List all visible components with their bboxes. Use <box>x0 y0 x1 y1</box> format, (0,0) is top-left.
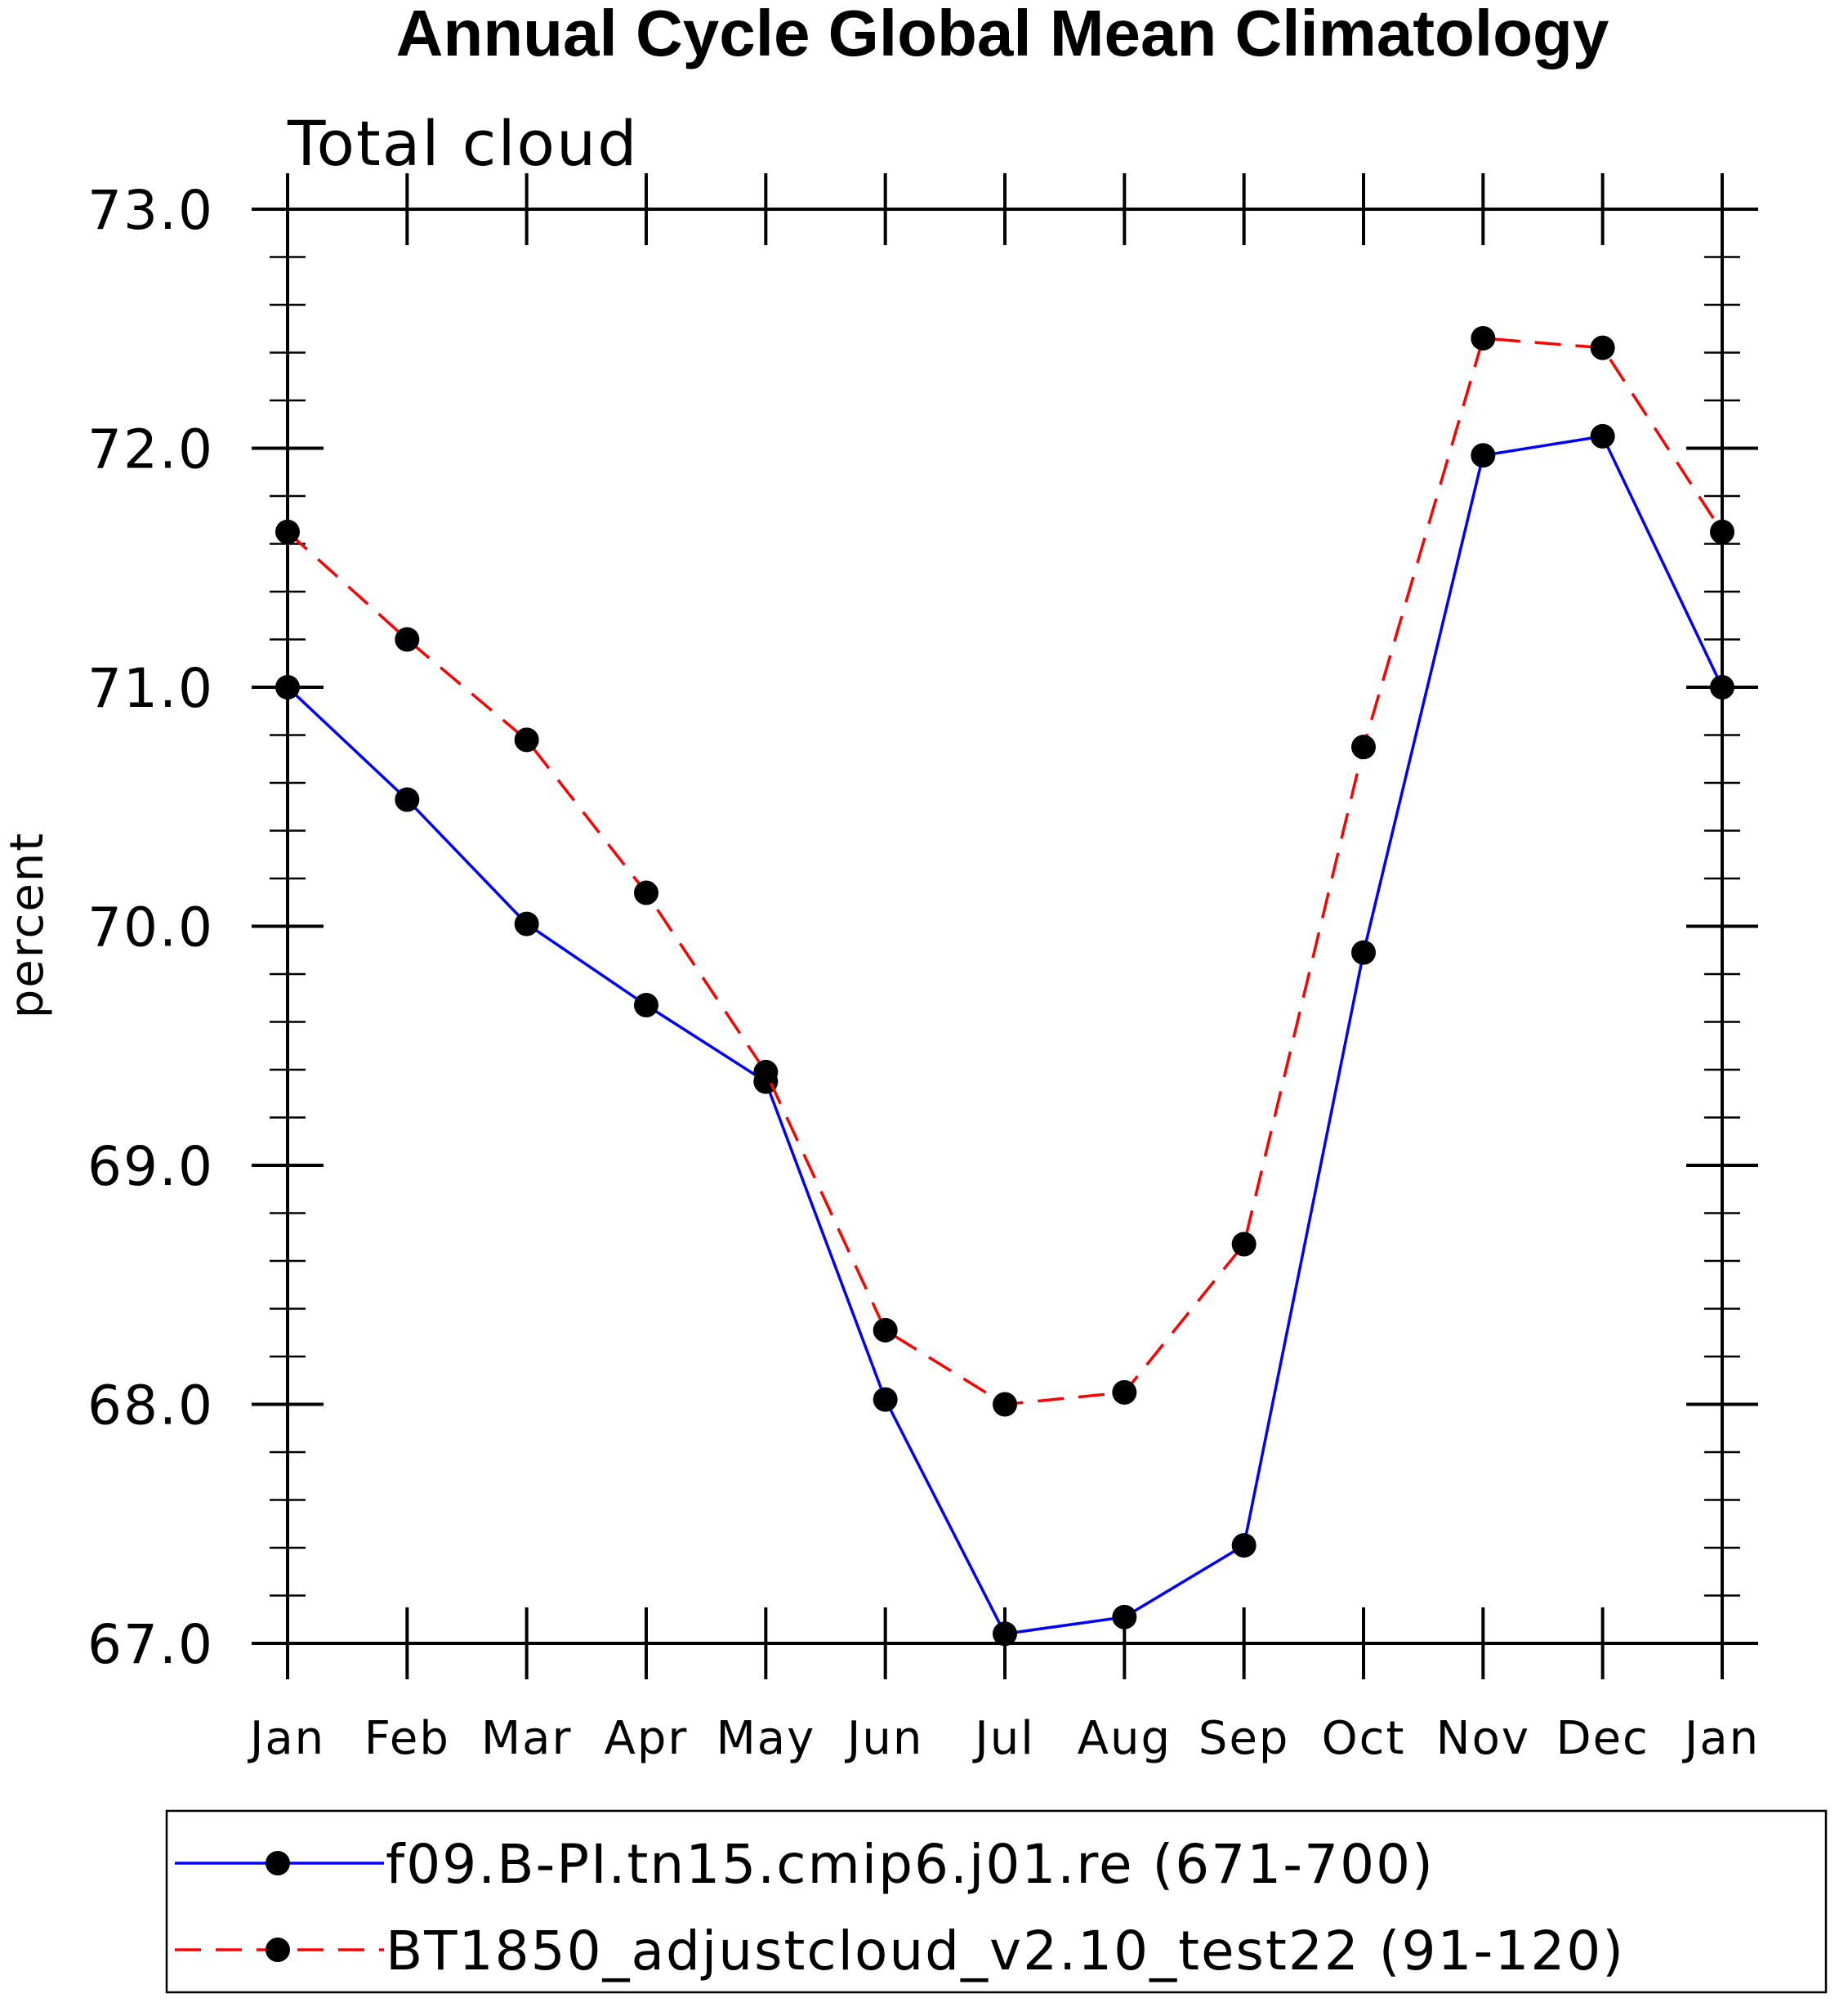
axis-ticks <box>252 173 1758 1679</box>
legend-label: BT1850_adjustcloud_v2.10_test22 (91-120) <box>386 1920 1625 1982</box>
chart-subtitle: Total cloud <box>287 107 638 180</box>
series-line <box>286 337 1724 1406</box>
y-tick-label: 72.0 <box>87 418 214 481</box>
y-tick-label: 73.0 <box>87 179 214 242</box>
series-1 <box>275 423 1734 1647</box>
y-tick-label: 71.0 <box>87 657 214 720</box>
x-tick-label: Apr <box>605 1712 689 1765</box>
legend-label: f09.B-PI.tn15.cmip6.j01.re (671-700) <box>386 1833 1435 1896</box>
x-tick-label: May <box>716 1712 815 1765</box>
data-point <box>753 1059 779 1084</box>
x-tick-labels: Jan Feb Mar Apr May Jun Jul Aug Sep Oct Nov Dec Jan <box>248 1712 1760 1765</box>
data-point <box>993 1392 1017 1417</box>
plot-area-frame <box>286 208 1724 1645</box>
x-tick-label: Jan <box>248 1712 325 1765</box>
data-point <box>514 727 539 753</box>
x-tick-label: Mar <box>481 1712 573 1765</box>
x-tick-label: Jun <box>845 1712 924 1765</box>
data-point <box>1590 335 1615 360</box>
data-point <box>1351 940 1376 965</box>
data-point <box>873 1317 898 1343</box>
x-tick-label: Oct <box>1322 1712 1406 1765</box>
x-tick-label: Jul <box>972 1712 1035 1765</box>
data-point <box>634 993 658 1018</box>
legend-marker <box>266 1938 290 1962</box>
data-point <box>1590 423 1615 449</box>
data-point <box>514 911 539 936</box>
x-tick-label: Nov <box>1436 1712 1530 1765</box>
legend-entry: BT1850_adjustcloud_v2.10_test22 (91-120) <box>175 1920 1625 1982</box>
data-point <box>1351 735 1376 760</box>
y-tick-label: 67.0 <box>87 1613 214 1676</box>
series-2 <box>275 325 1734 1417</box>
data-series <box>275 325 1734 1647</box>
data-point <box>1231 1231 1257 1257</box>
data-point <box>1231 1533 1257 1558</box>
data-point <box>873 1387 898 1412</box>
data-point <box>1471 325 1496 351</box>
data-point <box>395 627 420 652</box>
legend: f09.B-PI.tn15.cmip6.j01.re (671-700) BT18… <box>165 1809 1828 1994</box>
legend-entry: f09.B-PI.tn15.cmip6.j01.re (671-700) <box>175 1833 1435 1896</box>
y-axis-label: percent <box>1 832 54 1018</box>
data-point <box>993 1621 1017 1647</box>
y-tick-label: 69.0 <box>87 1135 214 1198</box>
x-tick-label: Aug <box>1078 1712 1172 1765</box>
data-point <box>634 880 658 905</box>
y-tick-labels: 67.0 68.0 69.0 70.0 71.0 72.0 73.0 <box>87 179 214 1676</box>
x-tick-label: Jan <box>1682 1712 1760 1765</box>
legend-box <box>165 1809 1828 1994</box>
y-tick-label: 68.0 <box>87 1375 214 1437</box>
data-point <box>1112 1604 1137 1629</box>
y-tick-label: 70.0 <box>87 896 214 959</box>
x-tick-label: Sep <box>1199 1712 1290 1765</box>
legend-marker <box>266 1851 290 1875</box>
x-tick-label: Feb <box>364 1712 450 1765</box>
data-point <box>395 787 420 812</box>
series-line <box>286 434 1724 1636</box>
data-point <box>1471 443 1496 468</box>
legend-entries: f09.B-PI.tn15.cmip6.j01.re (671-700) BT18… <box>175 1833 1625 1982</box>
x-tick-label: Dec <box>1556 1712 1649 1765</box>
chart-title: Annual Cycle Global Mean Climatology <box>396 0 1609 69</box>
data-point <box>1112 1379 1137 1405</box>
